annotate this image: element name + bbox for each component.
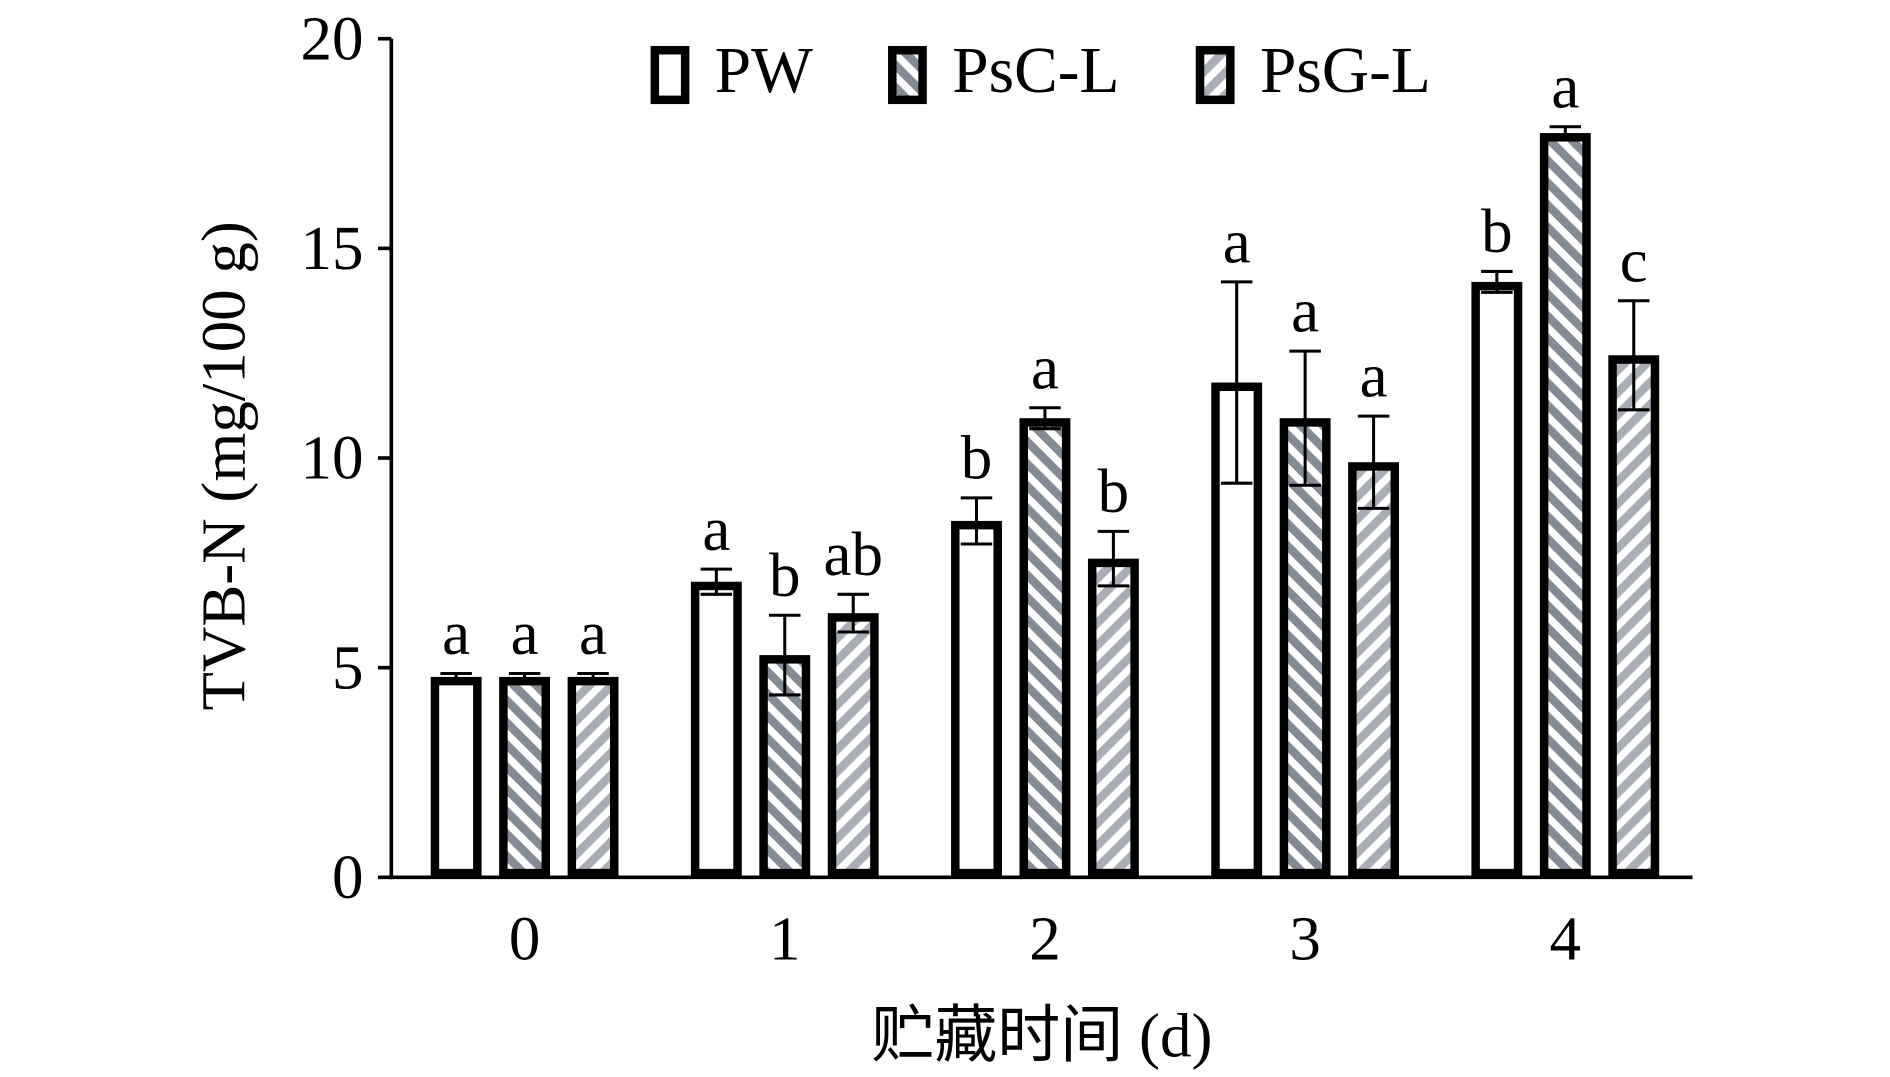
- significance-label-psc-l-day-1: b: [769, 540, 801, 610]
- error-bar-psc-l-day-3: [1289, 349, 1321, 487]
- error-bar-psg-l-day-0: [577, 672, 609, 682]
- error-bar-psc-l-day-2: [1029, 406, 1061, 431]
- bar-pw-day-1: [690, 581, 742, 878]
- error-bar-psg-l-day-3: [1357, 414, 1390, 510]
- error-bar-pw-day-0: [440, 672, 472, 682]
- significance-label-psc-l-day-0: a: [511, 598, 539, 668]
- bar-psc-l-day-0: [499, 676, 551, 878]
- x-tick-label-1: 1: [769, 904, 801, 974]
- x-tick-label-2: 2: [1029, 904, 1061, 974]
- significance-label-psg-l-day-3: a: [1360, 341, 1388, 411]
- error-bar-psc-l-day-4: [1549, 125, 1582, 141]
- bar-psg-l-day-0: [567, 676, 619, 878]
- error-bar-pw-day-4: [1481, 269, 1513, 294]
- axes: 0 5 10 15 20 0 1 2 3 4: [300, 3, 1693, 974]
- significance-label-pw-day-0: a: [442, 598, 470, 668]
- significance-label-psc-l-day-4: a: [1551, 51, 1579, 121]
- error-bar-pw-day-3: [1220, 280, 1253, 485]
- significance-label-psg-l-day-2: b: [1098, 456, 1130, 526]
- legend: PW PsC-L PsG-L: [650, 35, 1431, 107]
- legend-swatch-pw: [650, 45, 690, 105]
- bars: [430, 133, 1660, 878]
- y-tick-label-5: 5: [332, 632, 364, 702]
- y-tick-label-20: 20: [300, 3, 363, 73]
- error-bar-pw-day-2: [960, 496, 993, 546]
- y-tick-label-15: 15: [300, 213, 363, 283]
- legend-label-pw: PW: [715, 35, 813, 107]
- bar-psc-l-day-4: [1539, 133, 1591, 878]
- legend-swatch-psc-l: [888, 45, 927, 105]
- error-bar-psc-l-day-0: [508, 672, 541, 682]
- significance-label-psc-l-day-2: a: [1031, 332, 1059, 402]
- significance-label-psg-l-day-1: ab: [823, 519, 882, 589]
- bar-psg-l-day-4: [1608, 355, 1660, 878]
- bar-psg-l-day-2: [1087, 558, 1139, 878]
- error-bar-psc-l-day-1: [769, 613, 801, 697]
- x-tick-label-0: 0: [509, 904, 541, 974]
- bar-pw-day-2: [951, 520, 1002, 878]
- legend-swatch-psg-l: [1195, 45, 1235, 105]
- legend-label-psg-l: PsG-L: [1260, 35, 1431, 107]
- y-tick-label-10: 10: [300, 423, 363, 493]
- bar-psg-l-day-3: [1348, 462, 1400, 878]
- bar-pw-day-0: [430, 676, 482, 878]
- bar-psc-l-day-2: [1019, 418, 1071, 878]
- significance-label-pw-day-1: a: [702, 494, 730, 564]
- y-axis-title: TVB-N (mg/100 g): [189, 221, 259, 710]
- significance-label-pw-day-2: b: [961, 423, 993, 493]
- bar-psc-l-day-3: [1279, 418, 1331, 878]
- bar-psg-l-day-1: [827, 613, 879, 878]
- bar-pw-day-4: [1471, 281, 1523, 878]
- significance-label-psg-l-day-4: c: [1620, 225, 1648, 295]
- legend-label-psc-l: PsC-L: [952, 35, 1119, 107]
- x-tick-label-3: 3: [1289, 904, 1321, 974]
- error-bar-pw-day-1: [700, 567, 733, 596]
- error-bar-psg-l-day-4: [1618, 299, 1650, 412]
- error-bar-psg-l-day-2: [1097, 529, 1130, 588]
- x-tick-label-4: 4: [1550, 904, 1582, 974]
- x-axis-title: 贮藏时间 (d): [871, 1000, 1212, 1070]
- significance-label-pw-day-4: b: [1481, 196, 1513, 266]
- error-bar-psg-l-day-1: [837, 592, 869, 634]
- significance-label-psc-l-day-3: a: [1291, 276, 1319, 346]
- significance-label-psg-l-day-0: a: [579, 598, 607, 668]
- significance-label-pw-day-3: a: [1223, 207, 1251, 277]
- y-tick-label-0: 0: [332, 842, 364, 912]
